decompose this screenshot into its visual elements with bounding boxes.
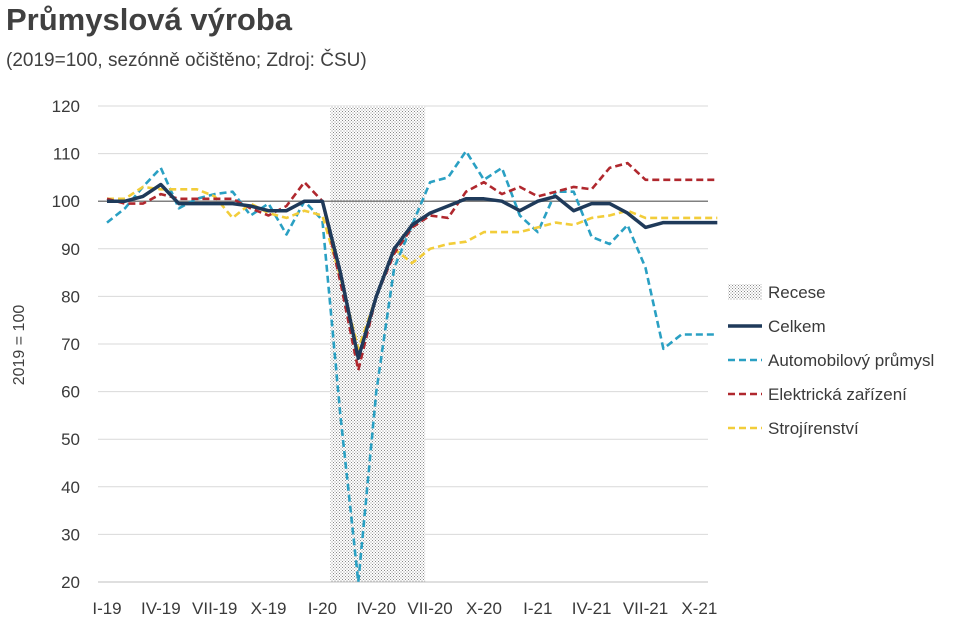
y-tick-label: 90 [61, 240, 80, 259]
x-tick-label: I-21 [523, 599, 552, 618]
y-tick-label: 50 [61, 430, 80, 449]
y-tick-label: 30 [61, 525, 80, 544]
series-line-strojirenstvi [107, 185, 718, 351]
x-tick-label: I-19 [92, 599, 121, 618]
y-tick-label: 40 [61, 478, 80, 497]
legend-label-strojirenstvi: Strojírenství [768, 419, 859, 438]
x-tick-label: VII-21 [623, 599, 668, 618]
x-tick-label: X-19 [251, 599, 287, 618]
chart-title: Průmyslová výroba [6, 2, 293, 37]
y-tick-label: 110 [53, 145, 80, 164]
recession-band [330, 106, 426, 582]
x-tick-label: IV-19 [141, 599, 181, 618]
x-tick-label: X-20 [466, 599, 502, 618]
legend: Recese Celkem Automobilový průmysl Elektric… [728, 283, 934, 438]
legend-label-celkem: Celkem [768, 317, 826, 336]
y-tick-label: 60 [61, 383, 80, 402]
y-tick-label: 100 [52, 192, 80, 211]
x-tick-label: IV-20 [356, 599, 396, 618]
y-tick-label: 70 [61, 335, 80, 354]
x-tick-label: I-20 [308, 599, 337, 618]
x-tick-label: X-21 [681, 599, 717, 618]
legend-label-recese: Recese [768, 283, 826, 302]
legend-swatch-recese [728, 284, 762, 300]
y-tick-label: 120 [52, 97, 80, 116]
x-tick-label: VII-19 [192, 599, 237, 618]
chart-subtitle: (2019=100, sezónně očištěno; Zdroj: ČSU) [6, 50, 367, 71]
legend-label-automobilovy-prumysl: Automobilový průmysl [768, 351, 934, 370]
y-tick-label: 80 [61, 287, 80, 306]
legend-label-elektricka-zarizeni: Elektrická zařízení [768, 385, 907, 404]
x-tick-label: IV-21 [572, 599, 612, 618]
series-group [106, 149, 718, 584]
recession-band-group [330, 106, 426, 582]
axes: 20 30 40 50 60 70 80 90 100 110 120 I-19 IV-19 VII-19… [52, 97, 718, 618]
series-line-automobilovy-prumysl [106, 149, 718, 584]
series-line-celkem [107, 182, 718, 361]
x-tick-label: VII-20 [407, 599, 452, 618]
y-tick-label: 20 [61, 573, 80, 592]
